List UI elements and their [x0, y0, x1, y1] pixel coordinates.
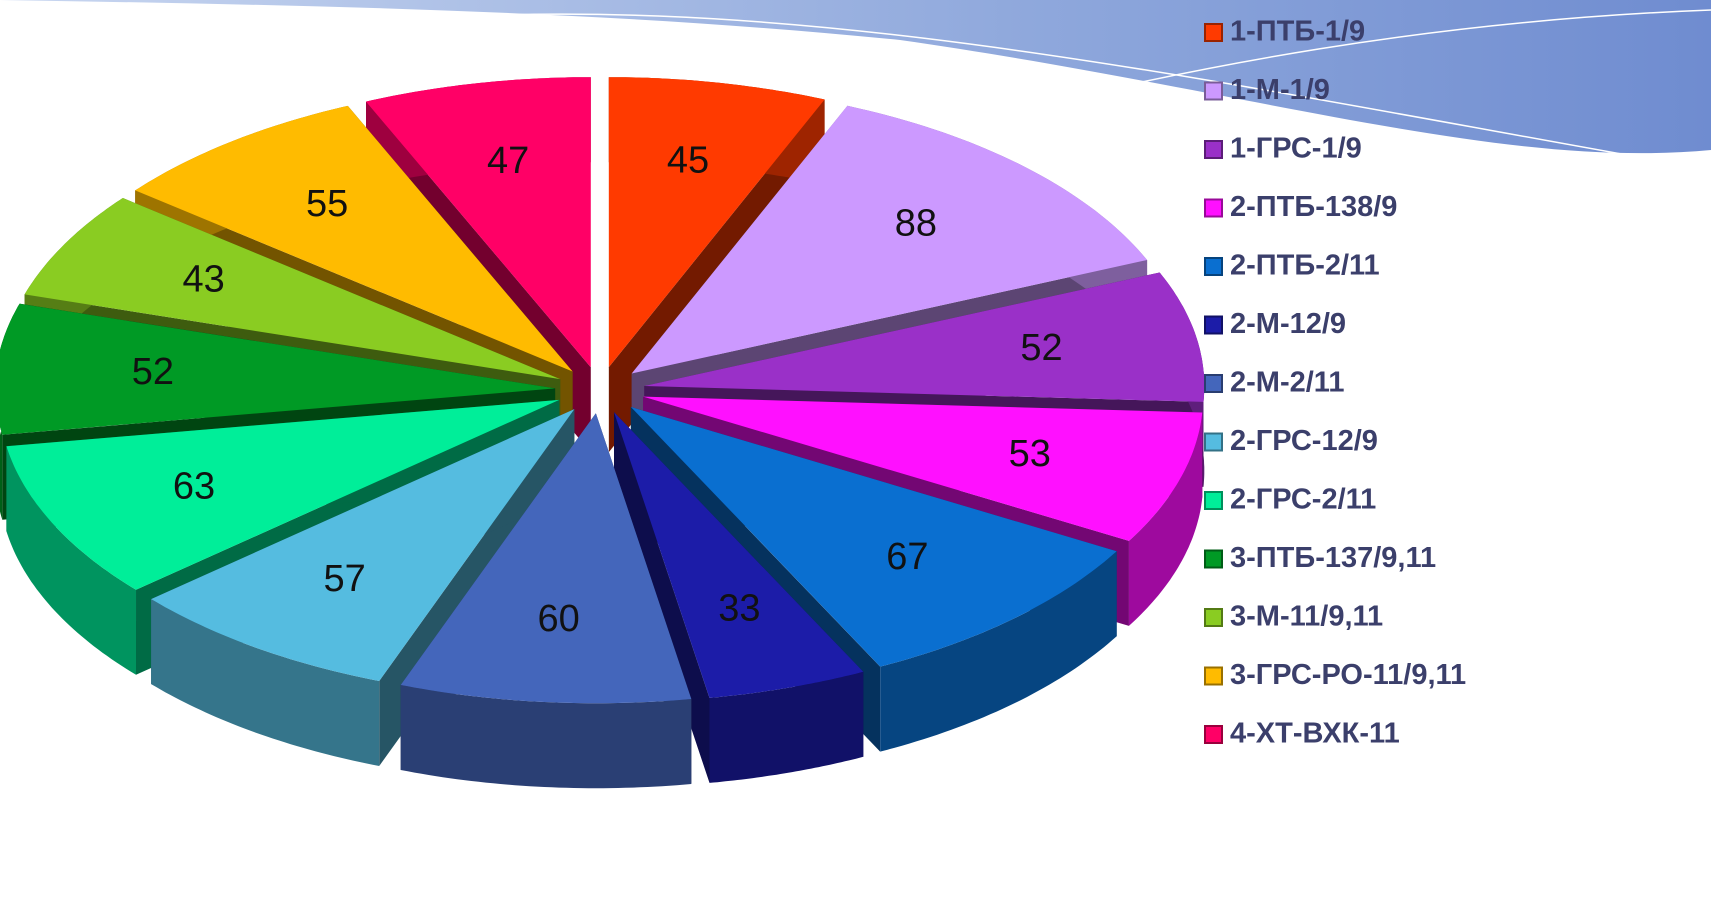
value-label: 43 — [182, 259, 224, 301]
value-label: 63 — [173, 465, 215, 507]
legend-marker — [1204, 432, 1223, 452]
legend: 1-ПТБ-1/9 1-М-1/9 1-ГРС-1/9 2-ПТБ-138/9 2-ПТ… — [1204, 16, 1466, 750]
slice-top — [0, 303, 556, 435]
slice-wall — [709, 671, 864, 783]
slice-wall — [1128, 412, 1203, 626]
slice-top — [630, 406, 1117, 667]
swoosh-line — [399, 13, 1711, 171]
legend-marker — [1204, 374, 1223, 393]
slice-top — [608, 77, 825, 368]
value-label: 47 — [487, 140, 529, 182]
slice — [613, 412, 864, 783]
value-label: 88 — [895, 202, 937, 244]
slice — [400, 413, 692, 789]
legend-marker — [1204, 257, 1223, 276]
slice-top — [613, 412, 864, 698]
value-label: 52 — [132, 351, 174, 393]
legend-label: 3-ГРС-РО-11/9,11 — [1230, 659, 1466, 691]
legend-marker — [1204, 81, 1223, 101]
slice-top — [366, 77, 591, 368]
slice-top — [151, 409, 575, 681]
legend-marker — [1204, 315, 1223, 335]
slice-wall — [151, 599, 380, 766]
legend-label: 2-М-2/11 — [1230, 367, 1344, 399]
swoosh-line — [899, 9, 1711, 141]
slice-top — [643, 396, 1203, 541]
value-label: 67 — [886, 536, 928, 578]
legend-marker — [1204, 198, 1223, 218]
legend-label: 2-ГРС-12/9 — [1230, 425, 1378, 457]
legend-marker — [1204, 725, 1223, 744]
pie: 45 88 52 53 67 33 60 57 63 52 43 55 47 — [0, 77, 1205, 789]
legend-label: 2-ПТБ-2/11 — [1230, 250, 1380, 282]
legend-marker — [1204, 491, 1223, 510]
legend-label: 4-ХТ-ВХК-11 — [1230, 718, 1400, 750]
slice-top — [644, 272, 1205, 402]
slice-wall — [6, 446, 137, 675]
value-label: 45 — [667, 139, 709, 181]
slice-top — [400, 413, 692, 704]
legend-label: 3-ПТБ-137/9,11 — [1230, 542, 1436, 574]
legend-marker — [1204, 608, 1223, 627]
slice-top — [631, 105, 1148, 374]
legend-label: 2-М-12/9 — [1230, 308, 1346, 340]
value-label: 55 — [306, 183, 348, 225]
legend-marker — [1204, 23, 1223, 42]
slice-top — [135, 105, 573, 372]
value-label: 33 — [718, 588, 760, 630]
legend-marker — [1204, 549, 1223, 569]
legend-marker — [1204, 140, 1223, 159]
value-label: 60 — [538, 598, 580, 640]
header-swoosh — [0, 0, 1711, 154]
legend-label: 3-М-11/9,11 — [1230, 601, 1383, 633]
legend-marker — [1204, 666, 1223, 686]
slice-wall — [880, 551, 1117, 752]
value-label: 53 — [1009, 433, 1051, 475]
legend-label: 1-ГРС-1/9 — [1230, 133, 1362, 165]
value-label: 52 — [1020, 327, 1062, 369]
legend-label: 2-ПТБ-138/9 — [1230, 191, 1397, 223]
legend-label: 1-ПТБ-1/9 — [1230, 16, 1365, 48]
slice-wall — [400, 685, 692, 789]
slice-top — [6, 399, 560, 590]
legend-label: 1-М-1/9 — [1230, 74, 1330, 106]
legend-label: 2-ГРС-2/11 — [1230, 484, 1376, 516]
slice-top — [24, 198, 561, 380]
value-label: 57 — [323, 558, 365, 600]
